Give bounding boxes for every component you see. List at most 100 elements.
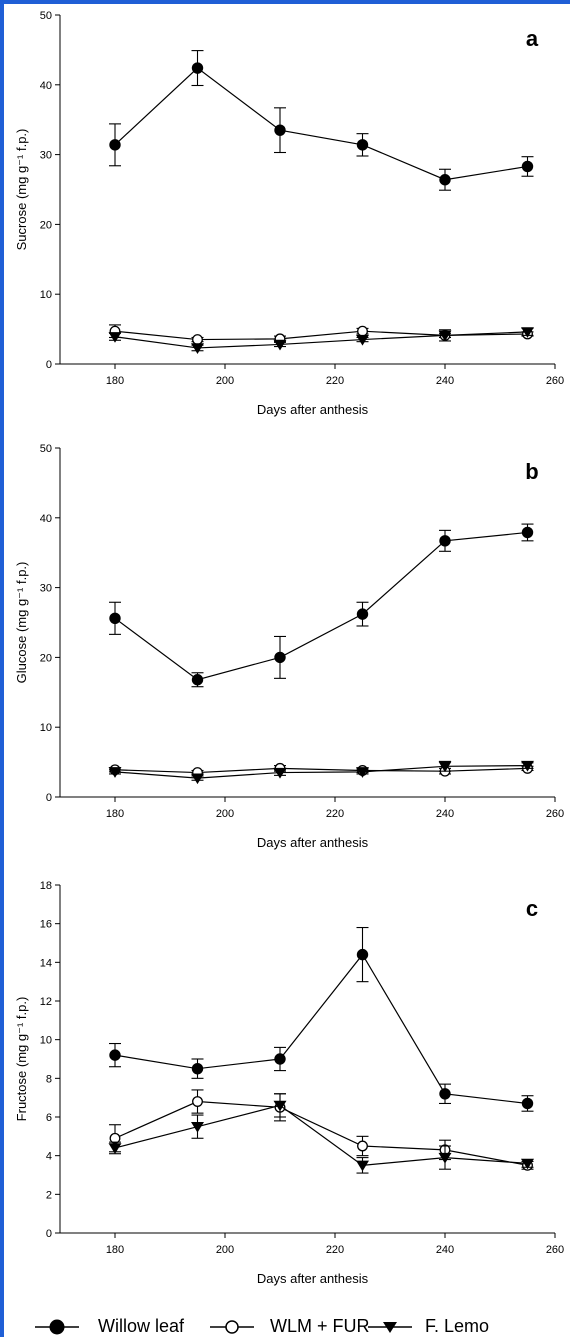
series-f-lemo-point bbox=[191, 773, 204, 785]
y-tick-label: 10 bbox=[40, 722, 52, 734]
series-willow-leaf-point bbox=[356, 948, 369, 961]
series-willow-leaf-line bbox=[114, 67, 528, 181]
series-willow-leaf-line bbox=[114, 953, 528, 1105]
series-f-lemo-point bbox=[108, 332, 122, 343]
panel-c-chart: 0 2 4 6 8 10 12 14 16 18 180 200 220 240 260 Days after… bbox=[14, 880, 564, 1286]
panel-letter: c bbox=[526, 896, 538, 921]
y-tick-label: 30 bbox=[40, 150, 52, 162]
panel-b-chart: 0 10 20 30 40 50 180 200 220 240 260 Days after ant… bbox=[14, 443, 564, 850]
series-wlm-fur-point bbox=[192, 334, 203, 346]
series-f-lemo-line bbox=[114, 764, 528, 779]
y-tick-label: 10 bbox=[40, 1035, 52, 1047]
y-tick-label: 12 bbox=[40, 996, 52, 1008]
x-tick-label: 200 bbox=[216, 808, 234, 820]
series-f-lemo-point bbox=[356, 767, 369, 778]
series-willow-leaf-point bbox=[274, 651, 286, 664]
legend-wlm-fur-label: WLM + FUR bbox=[270, 1316, 370, 1336]
series-wlm-fur-point bbox=[357, 325, 368, 337]
series-f-lemo-point bbox=[438, 761, 452, 773]
series-willow-leaf-point bbox=[109, 139, 121, 151]
y-tick-label: 40 bbox=[40, 80, 52, 92]
y-tick-label: 20 bbox=[40, 219, 52, 231]
series-f-lemo-point bbox=[191, 343, 204, 354]
series-willow-leaf-point bbox=[274, 1053, 286, 1065]
x-tick-label: 240 bbox=[436, 808, 454, 820]
legend-willow-leaf-label: Willow leaf bbox=[98, 1316, 185, 1336]
panel-a-chart: 0 10 20 30 40 50 180 200 220 240 260 Days after ant… bbox=[14, 10, 564, 417]
y-tick-label: 50 bbox=[40, 10, 52, 22]
y-tick-label: 18 bbox=[40, 880, 52, 892]
x-tick-label: 200 bbox=[216, 375, 234, 387]
x-tick-label: 260 bbox=[546, 1244, 564, 1256]
y-tick-label: 16 bbox=[40, 919, 52, 931]
series-f-lemo-point bbox=[273, 767, 287, 779]
x-tick-label: 180 bbox=[106, 375, 124, 387]
x-tick-label: 220 bbox=[326, 375, 344, 387]
series-wlm-fur-line bbox=[114, 330, 528, 341]
y-axis-title: Glucose (mg g⁻¹ f.p.) bbox=[14, 562, 29, 684]
series-f-lemo-point bbox=[356, 1160, 369, 1172]
y-tick-label: 0 bbox=[46, 359, 52, 371]
series-willow-leaf-point bbox=[521, 1097, 534, 1110]
series-willow-leaf-point bbox=[109, 612, 121, 625]
x-tick-label: 240 bbox=[436, 1244, 454, 1256]
series-willow-leaf-point bbox=[439, 1088, 451, 1100]
series-willow-leaf-point bbox=[191, 674, 204, 686]
frame-top-edge bbox=[0, 0, 570, 4]
legend-f-lemo-label: F. Lemo bbox=[425, 1316, 489, 1336]
series-f-lemo-point bbox=[521, 1158, 534, 1170]
x-tick-label: 220 bbox=[326, 808, 344, 820]
series-f-lemo-point bbox=[438, 1152, 452, 1164]
y-tick-label: 6 bbox=[46, 1112, 52, 1124]
y-tick-label: 8 bbox=[46, 1073, 52, 1085]
x-tick-label: 180 bbox=[106, 1244, 124, 1256]
series-wlm-fur-point bbox=[192, 1096, 203, 1107]
x-tick-label: 220 bbox=[326, 1244, 344, 1256]
series-f-lemo-point bbox=[108, 767, 122, 778]
series-willow-leaf-point bbox=[439, 174, 451, 186]
series-willow-leaf-point bbox=[356, 608, 369, 620]
series-f-lemo-point bbox=[521, 327, 534, 338]
series-willow-leaf-point bbox=[439, 535, 451, 547]
series-willow-leaf-line bbox=[114, 531, 528, 681]
series-f-lemo-line bbox=[114, 1104, 528, 1166]
y-axis-title: Sucrose (mg g⁻¹ f.p.) bbox=[14, 129, 29, 251]
y-tick-label: 30 bbox=[40, 583, 52, 595]
legend-willow-leaf-marker bbox=[49, 1319, 65, 1335]
y-tick-label: 40 bbox=[40, 513, 52, 525]
series-f-lemo-line bbox=[114, 331, 528, 349]
series-f-lemo-point bbox=[521, 760, 534, 772]
x-axis-title: Days after anthesis bbox=[257, 402, 369, 417]
x-tick-label: 260 bbox=[546, 808, 564, 820]
series-willow-leaf-point bbox=[191, 1062, 204, 1075]
series-f-lemo-point bbox=[438, 330, 452, 342]
y-tick-label: 50 bbox=[40, 443, 52, 455]
series-willow-leaf-point bbox=[521, 160, 534, 173]
y-axis-title: Fructose (mg g⁻¹ f.p.) bbox=[14, 997, 29, 1122]
series-wlm-fur-line bbox=[114, 767, 528, 774]
series-wlm-fur-point bbox=[357, 1140, 368, 1152]
series-f-lemo-point bbox=[273, 1100, 287, 1112]
legend-f-lemo-marker bbox=[383, 1322, 397, 1333]
series-wlm-fur-line bbox=[114, 1100, 528, 1166]
x-axis-title: Days after anthesis bbox=[257, 1271, 369, 1286]
series-f-lemo-point bbox=[108, 1143, 122, 1154]
series-willow-leaf-point bbox=[521, 526, 534, 539]
panel-letter: a bbox=[526, 26, 539, 51]
y-tick-label: 0 bbox=[46, 1228, 52, 1240]
x-tick-label: 180 bbox=[106, 808, 124, 820]
series-f-lemo-point bbox=[191, 1121, 204, 1133]
series-f-lemo-point bbox=[356, 334, 369, 346]
series-willow-leaf-point bbox=[191, 62, 204, 74]
y-tick-label: 4 bbox=[46, 1151, 52, 1163]
series-willow-leaf-point bbox=[274, 124, 286, 136]
x-tick-label: 200 bbox=[216, 1244, 234, 1256]
series-willow-leaf-point bbox=[356, 139, 369, 151]
frame-left-edge bbox=[0, 0, 4, 1337]
y-tick-label: 20 bbox=[40, 652, 52, 664]
legend: Willow leaf WLM + FUR F. Lemo bbox=[35, 1316, 489, 1336]
x-tick-label: 260 bbox=[546, 375, 564, 387]
y-tick-label: 0 bbox=[46, 792, 52, 804]
series-f-lemo-point bbox=[273, 339, 287, 351]
